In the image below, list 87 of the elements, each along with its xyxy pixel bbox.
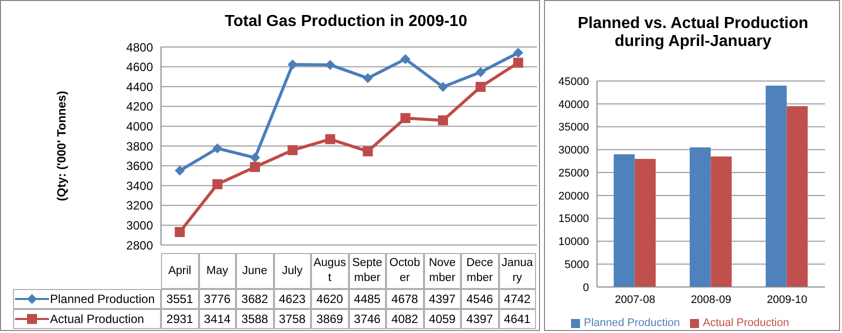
point bbox=[400, 113, 410, 124]
y-tick-label: 30000 bbox=[558, 144, 589, 157]
y-tick-label: 3400 bbox=[126, 178, 154, 193]
y-tick-label: 4600 bbox=[126, 60, 154, 74]
point bbox=[288, 145, 298, 156]
point bbox=[513, 48, 524, 58]
data-label: 3776 bbox=[198, 289, 236, 309]
y-tick-label: 3800 bbox=[126, 139, 154, 154]
point bbox=[212, 179, 222, 190]
point bbox=[174, 227, 185, 238]
point bbox=[174, 166, 185, 176]
data-label: 4397 bbox=[461, 309, 498, 329]
data-label: 4397 bbox=[424, 289, 461, 309]
chart-title: Planned vs. Actual Production during April-January bbox=[576, 15, 810, 51]
y-tick-label: 4200 bbox=[126, 100, 154, 114]
bar bbox=[766, 86, 787, 287]
legend-label: Actual Production bbox=[50, 312, 144, 326]
x-tick-label: September bbox=[348, 253, 386, 289]
y-tick-label: 45000 bbox=[558, 76, 589, 88]
data-label: 4059 bbox=[424, 309, 461, 329]
y-tick-label: 3600 bbox=[126, 159, 154, 174]
y-tick-label: 2800 bbox=[126, 238, 154, 252]
point bbox=[438, 115, 448, 126]
y-tick-label: 35000 bbox=[558, 122, 589, 134]
point bbox=[362, 146, 373, 156]
x-tick-label: 2008-09 bbox=[690, 294, 732, 306]
x-tick-label: October bbox=[386, 253, 424, 289]
bar bbox=[614, 154, 635, 287]
x-tick-label: April bbox=[161, 253, 198, 289]
y-tick-label: 3200 bbox=[126, 198, 154, 213]
data-label: 3758 bbox=[274, 309, 311, 329]
point bbox=[250, 152, 260, 163]
y-tick-label: 40000 bbox=[558, 98, 589, 111]
data-label: 4485 bbox=[348, 289, 386, 309]
legend-label: Planned Production bbox=[584, 317, 680, 329]
data-label: 3746 bbox=[348, 309, 386, 329]
y-tick-label: 15000 bbox=[558, 213, 589, 226]
x-tick-label: December bbox=[461, 253, 498, 289]
x-tick-label: June bbox=[236, 253, 274, 289]
x-tick-label: 2007-08 bbox=[614, 294, 656, 306]
legend-label: Planned Production bbox=[50, 292, 155, 306]
legend-label: Actual Production bbox=[702, 317, 790, 329]
y-tick-label: 5000 bbox=[564, 259, 589, 272]
point bbox=[325, 60, 336, 70]
bar bbox=[634, 158, 656, 287]
y-tick-label: 4400 bbox=[126, 80, 154, 94]
bar bbox=[786, 106, 808, 287]
bar bbox=[710, 156, 732, 287]
y-tick-label: 4800 bbox=[126, 40, 154, 54]
x-tick-label: November bbox=[424, 253, 461, 289]
point bbox=[325, 134, 336, 144]
x-tick-label: 2009-10 bbox=[766, 294, 808, 306]
data-label: 3869 bbox=[311, 309, 348, 329]
point bbox=[476, 67, 486, 78]
point bbox=[513, 58, 524, 68]
data-label: 4546 bbox=[461, 289, 498, 309]
y-tick-label: 3000 bbox=[126, 218, 154, 232]
data-label: 4678 bbox=[386, 289, 424, 309]
data-label: 4742 bbox=[498, 289, 536, 309]
point bbox=[400, 54, 410, 64]
data-label: 4620 bbox=[311, 289, 348, 309]
point bbox=[288, 60, 298, 70]
data-label: 4641 bbox=[498, 309, 536, 329]
y-tick-label: 20000 bbox=[558, 190, 589, 202]
point bbox=[362, 73, 373, 84]
data-label: 3414 bbox=[198, 309, 236, 329]
data-label: 3682 bbox=[236, 289, 274, 309]
y-tick-label: 10000 bbox=[558, 236, 589, 248]
point bbox=[438, 82, 448, 92]
x-tick-label: May bbox=[198, 253, 236, 289]
y-tick-label: 4000 bbox=[126, 119, 154, 134]
data-label: 2931 bbox=[161, 309, 198, 329]
y-axis-title: (Qty: ('000' Tonnes) bbox=[54, 90, 68, 202]
y-tick-label: 25000 bbox=[558, 167, 589, 180]
y-tick-label: 0 bbox=[582, 282, 589, 294]
x-tick-label: August bbox=[311, 253, 348, 289]
data-label: 4082 bbox=[386, 309, 424, 329]
chart-title: Total Gas Production in 2009-10 bbox=[224, 13, 468, 31]
data-label: 4623 bbox=[274, 289, 311, 309]
x-tick-label: July bbox=[274, 253, 311, 289]
data-label: 3551 bbox=[161, 289, 198, 309]
point bbox=[212, 143, 222, 154]
point bbox=[476, 82, 486, 92]
bar bbox=[690, 147, 711, 287]
x-tick-label: January bbox=[498, 253, 536, 289]
data-label: 3588 bbox=[236, 309, 274, 329]
point bbox=[250, 162, 260, 172]
